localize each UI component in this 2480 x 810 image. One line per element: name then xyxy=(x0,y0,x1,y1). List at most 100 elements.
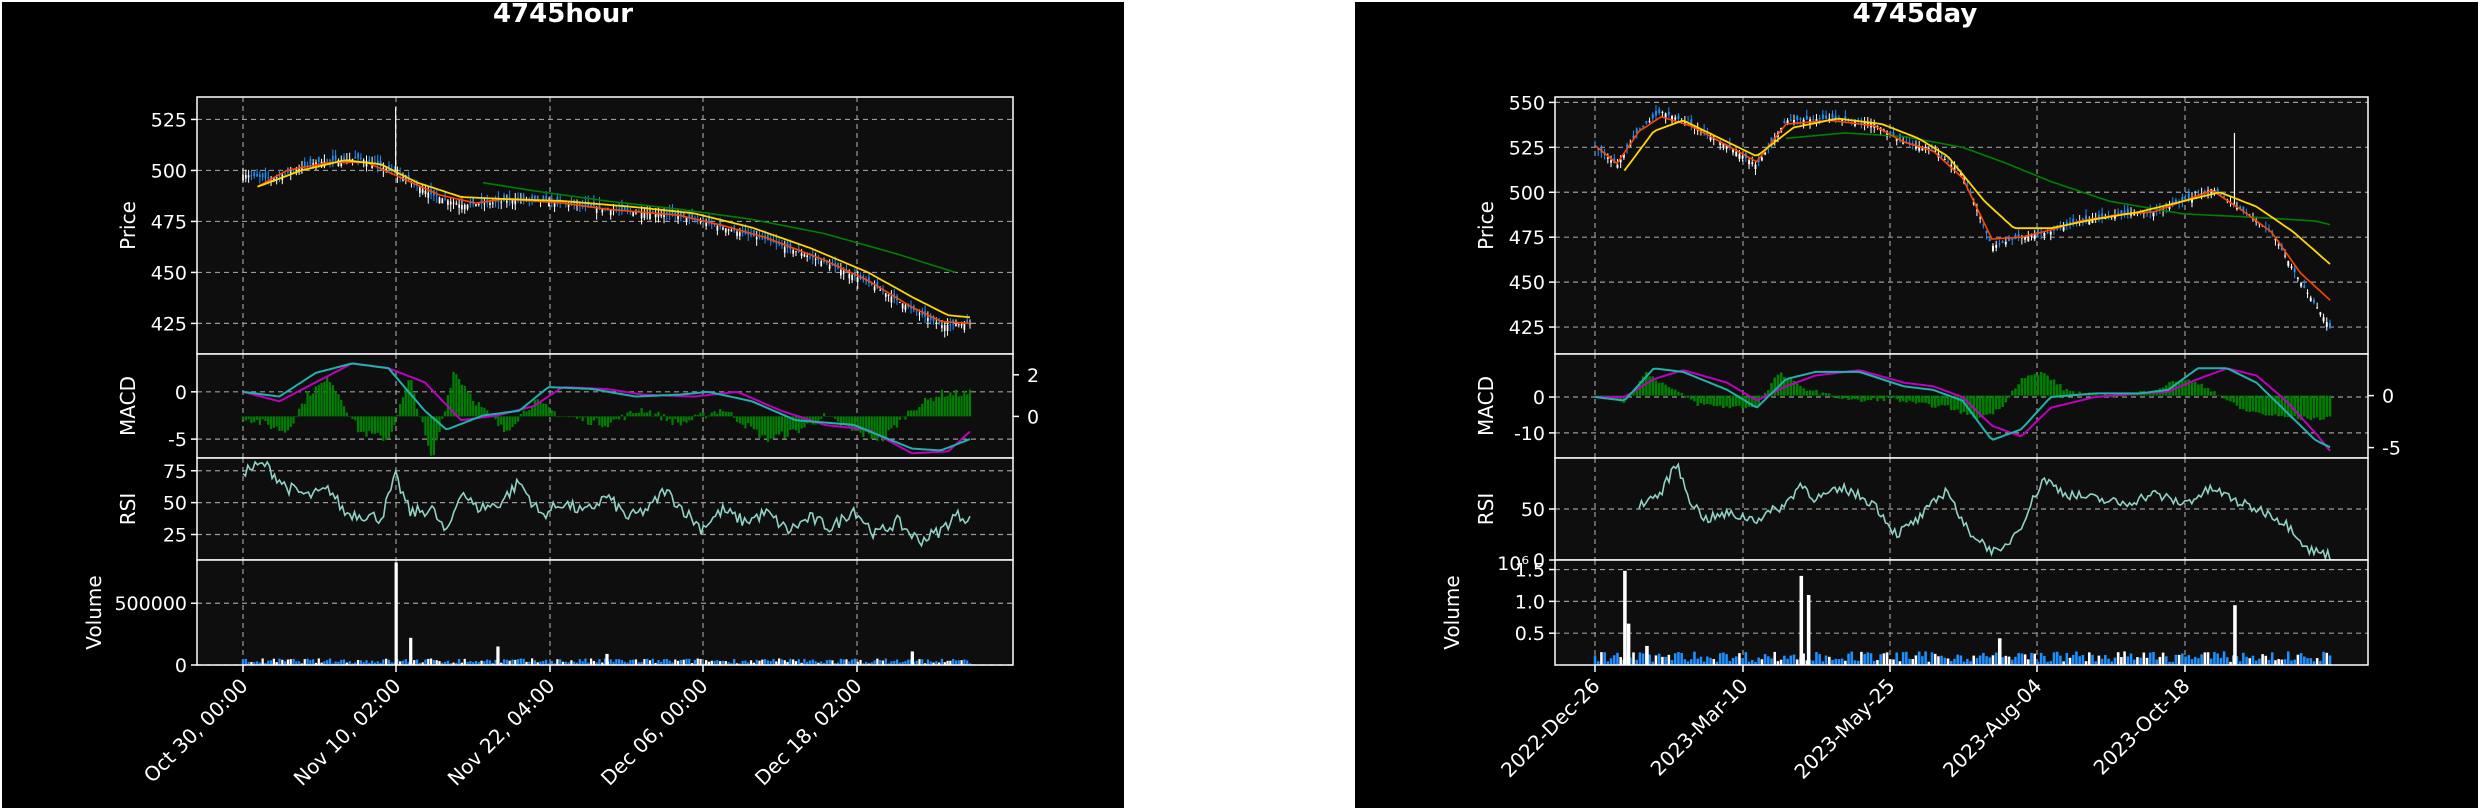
macd-histogram-bar xyxy=(1661,382,1664,396)
macd-histogram-bar xyxy=(2286,395,2290,418)
volume-bar xyxy=(267,660,270,665)
macd-histogram-bar xyxy=(581,416,584,422)
y-tick-label: -5 xyxy=(168,429,187,451)
macd-histogram-bar xyxy=(1946,395,1950,406)
macd-histogram-bar xyxy=(735,416,739,422)
candle-body xyxy=(2312,300,2315,303)
macd-histogram-bar xyxy=(609,416,612,423)
y-axis-label: Volume xyxy=(1440,575,1464,649)
volume-bar-spike xyxy=(409,637,413,665)
macd-histogram-bar xyxy=(881,416,885,442)
candle-body xyxy=(2097,214,2100,218)
volume-bar xyxy=(553,663,556,665)
candle-body xyxy=(621,204,623,211)
candle-body xyxy=(506,200,508,203)
volume-bar-spike xyxy=(1623,570,1627,665)
volume-bar xyxy=(2020,653,2024,665)
macd-histogram-bar xyxy=(289,416,292,428)
macd-histogram-bar xyxy=(2055,384,2059,396)
volume-bar xyxy=(1811,660,1815,665)
candle-body xyxy=(421,189,424,193)
candle-body xyxy=(1764,152,1767,155)
macd-histogram-bar xyxy=(2315,395,2319,418)
volume-bar xyxy=(2290,660,2293,665)
volume-bar xyxy=(2328,655,2332,665)
candle-body xyxy=(1895,137,1898,141)
macd-histogram-bar xyxy=(2248,395,2252,413)
macd-histogram-bar xyxy=(1943,395,1947,406)
candle-body xyxy=(708,218,710,224)
volume-bar xyxy=(735,663,739,665)
macd-histogram-bar xyxy=(573,416,576,418)
volume-bar xyxy=(1969,661,1972,665)
candle-body xyxy=(1706,132,1709,134)
volume-bar xyxy=(1966,658,1969,665)
candle-body xyxy=(2168,206,2171,209)
panel-rsi: 25 50 75 RSI xyxy=(116,457,1014,561)
candle-body xyxy=(736,231,738,237)
volume-bar xyxy=(943,662,946,665)
volume-bar xyxy=(1840,658,1844,665)
macd-histogram-bar xyxy=(553,411,556,417)
y-tick-label: 425 xyxy=(151,313,187,335)
macd-histogram-bar xyxy=(1937,395,1940,407)
candle-body xyxy=(2027,235,2030,242)
macd-histogram-bar xyxy=(376,416,379,433)
macd-histogram-bar xyxy=(626,412,629,417)
panel-price: 425 450 475 500 525 550 Price xyxy=(1474,92,2369,355)
macd-histogram-bar xyxy=(1898,395,1902,403)
macd-histogram-bar xyxy=(662,414,666,417)
macd-histogram-bar xyxy=(2274,395,2277,415)
macd-histogram-bar xyxy=(2148,392,2152,396)
volume-bar xyxy=(1879,654,1882,665)
candle-body xyxy=(1915,144,1917,149)
candle-body xyxy=(264,172,267,178)
macd-histogram-bar xyxy=(432,416,435,456)
macd-histogram-bar xyxy=(1927,395,1931,405)
volume-bar xyxy=(1763,654,1767,665)
macd-histogram-bar xyxy=(1728,395,1732,409)
volume-bar xyxy=(654,662,657,665)
macd-histogram-bar xyxy=(1856,395,1860,400)
volume-bar xyxy=(303,659,306,665)
volume-bar xyxy=(665,659,668,665)
chart-title: 4745hour xyxy=(493,0,633,29)
macd-histogram-bar xyxy=(2213,391,2216,396)
volume-bar xyxy=(1847,653,1850,665)
volume-bar xyxy=(1731,657,1735,665)
volume-bar xyxy=(761,659,764,665)
macd-histogram-bar xyxy=(2017,384,2020,396)
volume-bar xyxy=(545,659,548,665)
volume-bar xyxy=(1725,654,1728,665)
candle-body xyxy=(660,213,663,217)
macd-histogram-bar xyxy=(648,410,652,417)
candle-body xyxy=(444,198,446,200)
macd-histogram-bar xyxy=(390,416,393,432)
volume-bar xyxy=(2306,658,2309,665)
macd-histogram-bar xyxy=(884,416,887,438)
candle-body xyxy=(357,153,359,159)
volume-bar xyxy=(825,660,828,665)
volume-bar xyxy=(623,661,626,665)
candle-body xyxy=(884,293,887,297)
macd-histogram-bar xyxy=(1702,395,1706,405)
volume-bar xyxy=(502,659,506,665)
volume-bar xyxy=(261,658,264,665)
volume-bar xyxy=(707,661,711,665)
macd-histogram-bar xyxy=(845,416,848,426)
volume-bar xyxy=(879,660,882,665)
macd-histogram-bar xyxy=(2123,395,2126,397)
candle-body xyxy=(663,214,665,218)
volume-bar xyxy=(853,658,857,665)
candle-body xyxy=(623,207,626,211)
candle-body xyxy=(578,201,581,206)
candle-body xyxy=(1998,243,2001,245)
volume-bar xyxy=(559,659,562,665)
macd-histogram-bar xyxy=(1978,395,1982,418)
candle-body xyxy=(351,158,354,160)
plot-area xyxy=(197,560,1013,665)
volume-bar xyxy=(1728,660,1732,665)
candle-body xyxy=(548,201,550,207)
volume-bar xyxy=(1866,652,1870,665)
macd-histogram-bar xyxy=(1985,395,1988,415)
